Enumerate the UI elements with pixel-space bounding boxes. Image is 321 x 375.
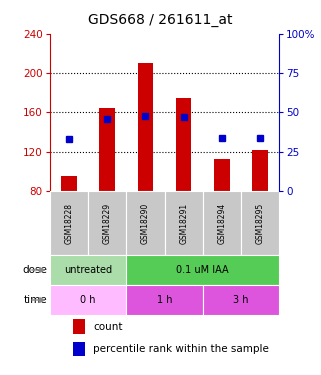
Text: GSM18229: GSM18229	[103, 202, 112, 244]
Bar	[138, 63, 153, 191]
Bar	[203, 285, 279, 315]
Text: GSM18295: GSM18295	[256, 202, 265, 244]
Text: count: count	[93, 322, 123, 332]
Text: 3 h: 3 h	[233, 295, 249, 305]
Text: 0 h: 0 h	[80, 295, 96, 305]
Text: GSM18291: GSM18291	[179, 202, 188, 244]
Text: dose: dose	[22, 265, 48, 275]
Bar	[61, 177, 76, 191]
Bar	[126, 191, 164, 255]
Text: GSM18228: GSM18228	[65, 202, 74, 244]
Bar	[50, 191, 88, 255]
Bar	[126, 285, 203, 315]
Bar	[214, 159, 230, 191]
Text: GSM18290: GSM18290	[141, 202, 150, 244]
Bar	[164, 191, 203, 255]
Text: untreated: untreated	[64, 265, 112, 275]
Text: GDS668 / 261611_at: GDS668 / 261611_at	[88, 13, 233, 27]
Text: 0.1 uM IAA: 0.1 uM IAA	[177, 265, 229, 275]
Text: time: time	[24, 295, 48, 305]
Bar	[73, 320, 85, 334]
Bar	[176, 98, 191, 191]
Bar	[88, 191, 126, 255]
Bar	[126, 255, 279, 285]
Bar	[50, 255, 126, 285]
Bar	[203, 191, 241, 255]
Text: percentile rank within the sample: percentile rank within the sample	[93, 344, 269, 354]
Bar	[253, 150, 268, 191]
Bar	[50, 285, 126, 315]
Bar	[73, 342, 85, 356]
Text: 1 h: 1 h	[157, 295, 172, 305]
Bar	[241, 191, 279, 255]
Text: GSM18294: GSM18294	[217, 202, 226, 244]
Bar	[100, 108, 115, 191]
